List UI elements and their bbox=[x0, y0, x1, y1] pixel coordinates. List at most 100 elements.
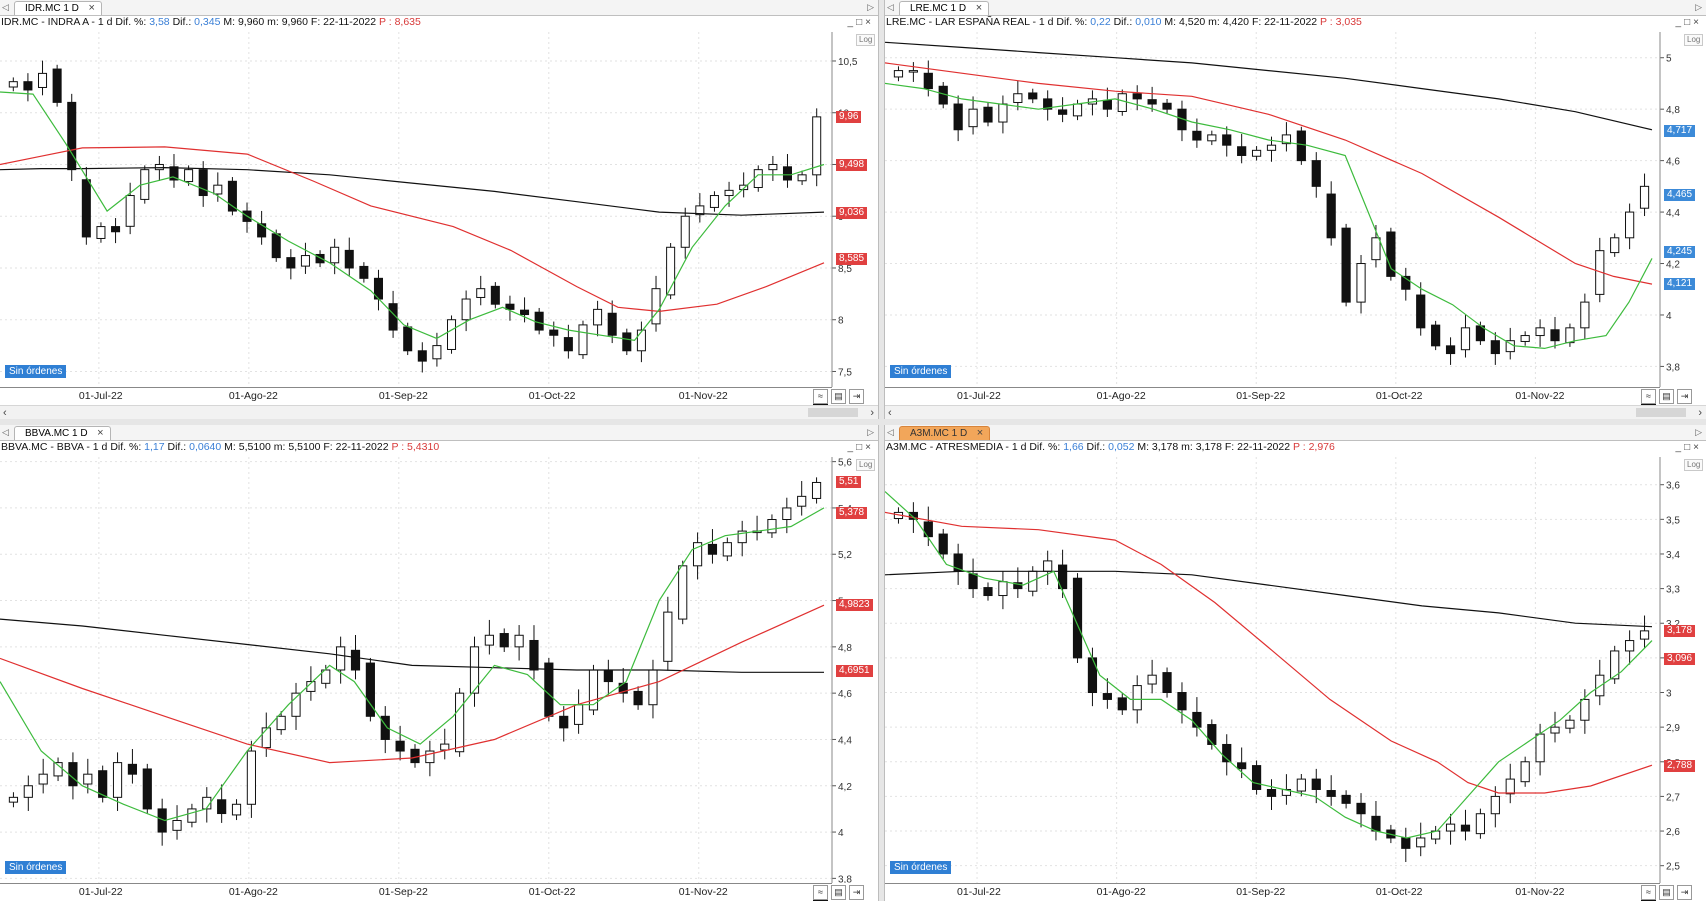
chart-tab[interactable]: BBVA.MC 1 D × bbox=[14, 426, 111, 440]
candle-body bbox=[923, 72, 933, 90]
window-buttons[interactable]: _□× bbox=[847, 17, 874, 28]
save-icon[interactable]: ▤ bbox=[831, 885, 846, 900]
candle bbox=[1147, 86, 1157, 112]
orders-status-label: Sin órdenes bbox=[894, 862, 948, 873]
candle-body bbox=[1132, 685, 1142, 711]
candle-body bbox=[1520, 761, 1530, 783]
candle-body bbox=[8, 81, 18, 88]
tab-close-icon[interactable]: × bbox=[97, 427, 104, 439]
chart-tab[interactable]: IDR.MC 1 D × bbox=[14, 1, 102, 15]
x-tick-text: 01-Oct-22 bbox=[1375, 390, 1423, 402]
candle-body bbox=[908, 70, 918, 73]
tab-scroll-right-icon[interactable]: ▷ bbox=[867, 2, 874, 12]
candle bbox=[811, 477, 822, 504]
scroll-thumb[interactable] bbox=[1636, 408, 1686, 417]
candle-body bbox=[321, 669, 331, 684]
candle bbox=[23, 775, 33, 811]
orders-status-badge[interactable]: Sin órdenes bbox=[890, 365, 952, 378]
p-value: P : 5,4310 bbox=[391, 441, 440, 453]
candle-body bbox=[1445, 345, 1456, 355]
candle-body bbox=[1237, 146, 1247, 156]
horizontal-scrollbar[interactable]: ‹ › bbox=[0, 405, 878, 419]
chart-tab[interactable]: LRE.MC 1 D × bbox=[899, 1, 990, 15]
candle bbox=[1013, 567, 1023, 598]
candle bbox=[1625, 630, 1635, 665]
indicator-icon[interactable]: ≈ bbox=[1641, 389, 1656, 404]
tab-close-icon[interactable]: × bbox=[975, 2, 983, 14]
moving-average-sma10 bbox=[0, 507, 825, 822]
candle-body bbox=[112, 762, 123, 798]
log-scale-toggle[interactable]: Log bbox=[856, 34, 876, 46]
candle-body bbox=[709, 195, 719, 208]
window-buttons[interactable]: _□× bbox=[847, 442, 874, 453]
tab-scroll-left-icon[interactable]: ◁ bbox=[887, 2, 894, 12]
save-icon[interactable]: ▤ bbox=[1659, 389, 1674, 404]
candle bbox=[127, 749, 138, 784]
window-buttons[interactable]: _□× bbox=[1675, 442, 1702, 453]
candle-body bbox=[1639, 630, 1650, 640]
indicator-icon[interactable]: ≈ bbox=[813, 389, 828, 404]
candle-body bbox=[1535, 327, 1545, 337]
scroll-left-icon[interactable]: ‹ bbox=[3, 407, 7, 419]
candle-body bbox=[359, 265, 369, 279]
price-tag: 9,036 bbox=[836, 206, 868, 219]
orders-status-badge[interactable]: Sin órdenes bbox=[5, 365, 67, 378]
tab-label: LRE.MC 1 D bbox=[910, 3, 967, 14]
candle bbox=[1565, 323, 1575, 347]
vertical-splitter[interactable] bbox=[878, 0, 885, 901]
candle bbox=[1356, 793, 1366, 828]
candle-body bbox=[1177, 692, 1187, 711]
tab-label: A3M.MC 1 D bbox=[910, 428, 968, 439]
tab-scroll-left-icon[interactable]: ◁ bbox=[887, 427, 894, 437]
tab-scroll-left-icon[interactable]: ◁ bbox=[2, 2, 9, 12]
candle-body bbox=[782, 166, 792, 181]
tab-scroll-right-icon[interactable]: ▷ bbox=[1695, 2, 1702, 12]
candle-body bbox=[549, 329, 559, 336]
scroll-right-icon[interactable]: › bbox=[870, 407, 874, 419]
candle bbox=[1625, 203, 1635, 250]
price-chart: 3,844,24,44,64,855,25,45,6 bbox=[0, 457, 852, 883]
chart-tab[interactable]: A3M.MC 1 D × bbox=[899, 426, 991, 440]
window-buttons[interactable]: _□× bbox=[1675, 17, 1702, 28]
candle-body bbox=[1117, 93, 1127, 112]
save-icon[interactable]: ▤ bbox=[831, 389, 846, 404]
tab-close-icon[interactable]: × bbox=[976, 427, 984, 439]
pin-icon[interactable]: ⇥ bbox=[1677, 885, 1692, 900]
pin-icon[interactable]: ⇥ bbox=[849, 885, 864, 900]
candle-body bbox=[271, 233, 281, 259]
candle bbox=[1207, 130, 1217, 146]
tab-close-icon[interactable]: × bbox=[88, 2, 95, 14]
pin-icon[interactable]: ⇥ bbox=[849, 389, 864, 404]
horizontal-splitter[interactable] bbox=[0, 419, 1706, 425]
tab-scroll-right-icon[interactable]: ▷ bbox=[1695, 427, 1702, 437]
candle-body bbox=[1222, 743, 1232, 763]
log-scale-toggle[interactable]: Log bbox=[1684, 34, 1704, 46]
moving-average-sma50 bbox=[0, 604, 825, 764]
pin-icon[interactable]: ⇥ bbox=[1677, 389, 1692, 404]
tab-scroll-left-icon[interactable]: ◁ bbox=[2, 427, 9, 437]
candle bbox=[1416, 282, 1426, 336]
save-icon[interactable]: ▤ bbox=[1659, 885, 1674, 900]
log-scale-toggle[interactable]: Log bbox=[1684, 459, 1704, 471]
scroll-left-icon[interactable]: ‹ bbox=[888, 407, 892, 419]
candle-body bbox=[768, 163, 778, 171]
candle bbox=[246, 740, 256, 818]
scroll-thumb[interactable] bbox=[808, 408, 858, 417]
candle bbox=[98, 765, 108, 803]
candle bbox=[1251, 760, 1262, 795]
candle bbox=[38, 758, 48, 794]
indicator-icon[interactable]: ≈ bbox=[813, 885, 828, 900]
horizontal-scrollbar[interactable]: ‹ › bbox=[885, 405, 1706, 419]
candle-body bbox=[529, 639, 539, 671]
moving-average-sma200 bbox=[885, 41, 1653, 131]
candle bbox=[1475, 808, 1486, 839]
orders-status-badge[interactable]: Sin órdenes bbox=[890, 861, 952, 874]
candle bbox=[373, 269, 383, 311]
indicator-icon[interactable]: ≈ bbox=[1641, 885, 1656, 900]
candle-body bbox=[227, 180, 237, 212]
candle-body bbox=[300, 255, 310, 267]
scroll-right-icon[interactable]: › bbox=[1698, 407, 1702, 419]
log-scale-toggle[interactable]: Log bbox=[856, 459, 876, 471]
tab-scroll-right-icon[interactable]: ▷ bbox=[867, 427, 874, 437]
orders-status-badge[interactable]: Sin órdenes bbox=[5, 861, 67, 874]
